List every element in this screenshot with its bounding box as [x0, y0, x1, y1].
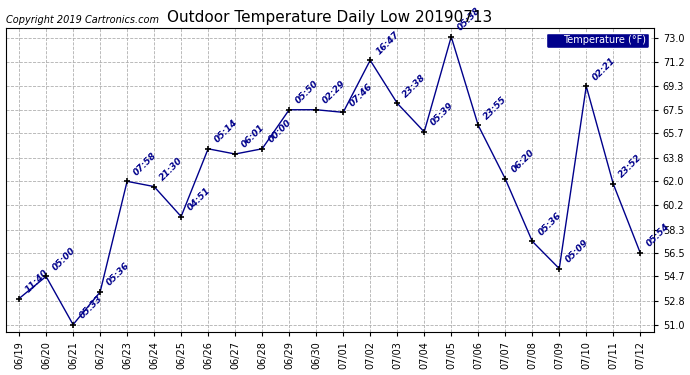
Text: 11:40: 11:40	[23, 268, 50, 294]
Title: Outdoor Temperature Daily Low 20190713: Outdoor Temperature Daily Low 20190713	[167, 10, 492, 25]
Text: 04:51: 04:51	[186, 186, 212, 212]
Text: 05:00: 05:00	[50, 246, 77, 272]
Text: 07:58: 07:58	[131, 151, 158, 177]
Text: 23:38: 23:38	[402, 72, 428, 99]
Text: 05:50: 05:50	[293, 79, 320, 106]
Text: 06:20: 06:20	[509, 148, 536, 175]
Text: 00:00: 00:00	[266, 118, 293, 145]
Text: 07:46: 07:46	[347, 82, 374, 108]
Text: 21:30: 21:30	[158, 156, 185, 182]
Text: 05:39: 05:39	[428, 101, 455, 128]
Text: 05:33: 05:33	[77, 294, 104, 320]
Text: 23:52: 23:52	[618, 153, 644, 180]
Text: 06:01: 06:01	[239, 123, 266, 150]
Text: 05:38: 05:38	[455, 6, 482, 33]
Text: 23:55: 23:55	[482, 94, 509, 121]
Text: 02:29: 02:29	[320, 79, 347, 106]
Text: 05:54: 05:54	[644, 222, 671, 249]
Text: 05:14: 05:14	[213, 118, 239, 145]
Text: 05:09: 05:09	[564, 238, 590, 264]
Text: 05:36: 05:36	[104, 261, 131, 288]
Text: 16:47: 16:47	[375, 30, 401, 56]
Text: 05:36: 05:36	[536, 210, 563, 237]
Text: 02:21: 02:21	[591, 56, 617, 82]
Text: Copyright 2019 Cartronics.com: Copyright 2019 Cartronics.com	[6, 15, 159, 25]
Legend: Temperature (°F): Temperature (°F)	[546, 33, 649, 48]
